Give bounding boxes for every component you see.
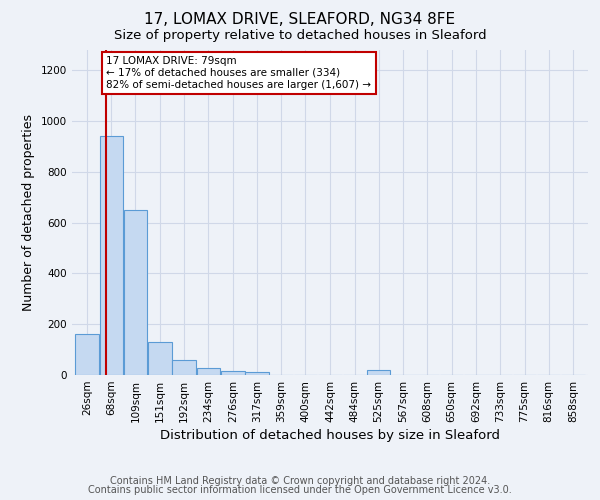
Bar [75,334,98,375]
Text: Contains HM Land Registry data © Crown copyright and database right 2024.: Contains HM Land Registry data © Crown c… [110,476,490,486]
Bar [367,370,390,375]
Bar [124,210,147,375]
Bar [245,372,269,375]
Bar [172,360,196,375]
Text: Contains public sector information licensed under the Open Government Licence v3: Contains public sector information licen… [88,485,512,495]
Y-axis label: Number of detached properties: Number of detached properties [22,114,35,311]
Bar [148,342,172,375]
Bar [100,136,123,375]
Bar [197,368,220,375]
Text: Size of property relative to detached houses in Sleaford: Size of property relative to detached ho… [113,29,487,42]
Text: 17 LOMAX DRIVE: 79sqm
← 17% of detached houses are smaller (334)
82% of semi-det: 17 LOMAX DRIVE: 79sqm ← 17% of detached … [106,56,371,90]
Text: 17, LOMAX DRIVE, SLEAFORD, NG34 8FE: 17, LOMAX DRIVE, SLEAFORD, NG34 8FE [145,12,455,28]
Bar [221,371,245,375]
X-axis label: Distribution of detached houses by size in Sleaford: Distribution of detached houses by size … [160,429,500,442]
